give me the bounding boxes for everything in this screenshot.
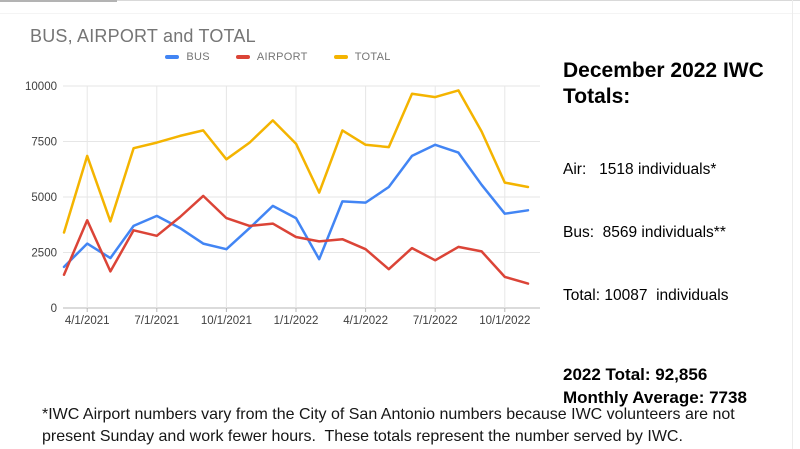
- bus-line-swatch: [165, 55, 180, 59]
- svg-text:7/1/2021: 7/1/2021: [134, 315, 179, 327]
- stat-bus: Bus: 8569 individuals**: [563, 224, 726, 241]
- svg-text:1/1/2022: 1/1/2022: [274, 315, 319, 327]
- stat-total: Total: 10087 individuals: [563, 287, 729, 304]
- svg-text:7/1/2022: 7/1/2022: [413, 315, 458, 327]
- panel-stats: Air: 1518 individuals* Bus: 8569 individ…: [563, 117, 795, 348]
- totals-panel: December 2022 IWC Totals: Air: 1518 indi…: [563, 58, 795, 409]
- svg-text:2500: 2500: [31, 248, 57, 260]
- stat-air: Air: 1518 individuals*: [563, 161, 717, 178]
- line-chart: 0 2500 5000 7500 10000 4/1/2021 7/1/2021 10/1/2…: [25, 81, 540, 327]
- legend-item-bus: BUS: [165, 51, 210, 63]
- footnote-airport: *IWC Airport numbers vary from the City …: [42, 406, 740, 445]
- legend-label-airport: AIRPORT: [256, 51, 308, 63]
- total-line-swatch: [333, 55, 348, 59]
- legend-item-airport: AIRPORT: [235, 51, 308, 63]
- top-faint-line: [0, 13, 800, 14]
- legend-label-bus: BUS: [186, 51, 210, 63]
- svg-text:4/1/2022: 4/1/2022: [343, 315, 388, 327]
- svg-text:7500: 7500: [31, 137, 57, 149]
- svg-text:10/1/2021: 10/1/2021: [201, 315, 252, 327]
- year-total: 2022 Total: 92,856: [563, 365, 708, 384]
- svg-text:5000: 5000: [31, 192, 57, 204]
- svg-text:10/1/2022: 10/1/2022: [479, 315, 530, 327]
- top-border-line: [0, 0, 800, 1]
- chart: BUS, AIRPORT and TOTAL BUS AIRPORT TOTAL…: [0, 26, 556, 327]
- monthly-average: Monthly Average: 7738: [563, 388, 747, 407]
- top-border-segment: [0, 0, 117, 2]
- panel-heading: December 2022 IWC Totals:: [563, 59, 764, 108]
- right-edge-line: [792, 0, 793, 449]
- legend-label-total: TOTAL: [354, 51, 391, 63]
- airport-line-swatch: [235, 55, 250, 59]
- chart-legend: BUS AIRPORT TOTAL: [0, 51, 556, 63]
- footnotes: *IWC Airport numbers vary from the City …: [42, 360, 738, 449]
- svg-text:10000: 10000: [25, 81, 57, 93]
- chart-title: BUS, AIRPORT and TOTAL: [30, 26, 256, 46]
- svg-text:0: 0: [51, 303, 57, 315]
- panel-totals: 2022 Total: 92,856 Monthly Average: 7738: [563, 363, 795, 409]
- svg-text:4/1/2021: 4/1/2021: [65, 315, 110, 327]
- legend-item-total: TOTAL: [333, 51, 391, 63]
